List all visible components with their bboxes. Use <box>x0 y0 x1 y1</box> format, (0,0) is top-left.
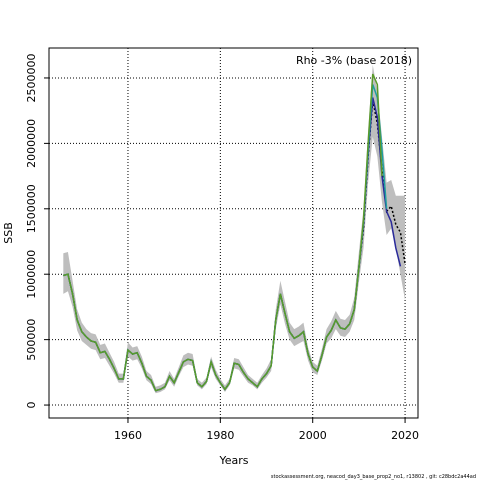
confidence-band <box>63 64 406 394</box>
x-tick-label: 2000 <box>299 429 327 442</box>
series-line <box>63 100 406 392</box>
series-line <box>63 73 383 392</box>
x-tick-label: 1980 <box>206 429 234 442</box>
x-axis-label: Years <box>218 454 248 467</box>
footer: stockassessment.org, neacod_day3_base_pr… <box>271 474 476 480</box>
y-tick-label: 500000 <box>25 319 38 361</box>
y-tick-label: 0 <box>25 402 38 409</box>
x-tick-label: 1960 <box>114 429 142 442</box>
y-tick-label: 2500000 <box>25 53 38 102</box>
y-tick-label: 2000000 <box>25 119 38 168</box>
x-tick-label: 2020 <box>391 429 419 442</box>
y-axis-label: SSB <box>2 222 15 244</box>
series-line <box>63 97 402 392</box>
plot-frame <box>48 47 419 419</box>
y-tick-label: 1500000 <box>25 184 38 233</box>
series-line <box>63 84 388 392</box>
annotation: Rho -3% (base 2018) <box>296 54 412 67</box>
y-tick-label: 1000000 <box>25 250 38 299</box>
